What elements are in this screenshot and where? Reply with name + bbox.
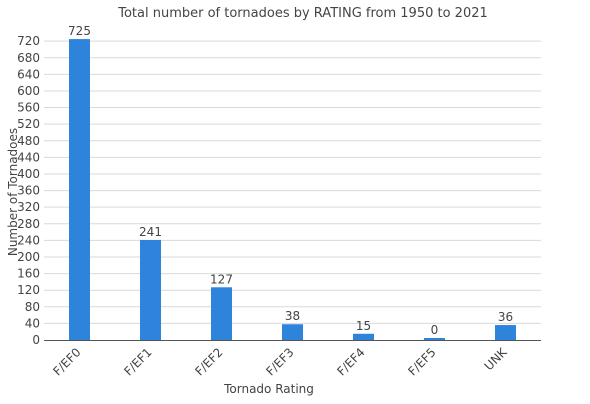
y-tick-label: 160 bbox=[17, 267, 40, 281]
data-label: 36 bbox=[498, 310, 513, 324]
data-labels: 725 241 127 38 15 0 36 bbox=[68, 24, 513, 337]
x-tick-label: F/EF0 bbox=[50, 345, 83, 378]
bar bbox=[424, 338, 445, 340]
bar bbox=[140, 239, 161, 340]
chart-title: Total number of tornadoes by RATING from… bbox=[117, 6, 488, 21]
y-tick-label: 560 bbox=[17, 101, 40, 115]
x-axis-title: Tornado Rating bbox=[223, 382, 314, 396]
data-label: 725 bbox=[68, 24, 91, 38]
y-tick-label: 360 bbox=[17, 184, 40, 198]
y-tick-label: 480 bbox=[17, 134, 40, 148]
gridlines bbox=[44, 40, 541, 324]
y-tick-label: 120 bbox=[17, 283, 40, 297]
x-tick-label: UNK bbox=[482, 344, 511, 373]
y-tick-label: 40 bbox=[25, 316, 40, 330]
y-axis-title: Number of Tornadoes bbox=[6, 128, 20, 256]
data-label: 0 bbox=[431, 323, 439, 337]
y-tick-label: 0 bbox=[32, 333, 40, 347]
data-label: 15 bbox=[356, 319, 371, 333]
x-axis-ticks: F/EF0 F/EF1 F/EF2 F/EF3 F/EF4 F/EF5 UNK bbox=[50, 344, 510, 378]
bar bbox=[353, 333, 374, 340]
data-label: 127 bbox=[210, 272, 233, 286]
bar bbox=[282, 324, 303, 340]
y-tick-label: 600 bbox=[17, 84, 40, 98]
y-tick-label: 520 bbox=[17, 117, 40, 131]
y-tick-label: 240 bbox=[17, 233, 40, 247]
bars bbox=[69, 39, 516, 340]
x-tick-label: F/EF1 bbox=[121, 345, 154, 378]
bar bbox=[495, 325, 516, 340]
bar bbox=[69, 39, 90, 340]
bar bbox=[211, 287, 232, 340]
y-tick-label: 320 bbox=[17, 200, 40, 214]
y-axis-ticks: 0 40 80 120 160 200 240 280 320 360 400 440 480 520 56… bbox=[17, 34, 40, 347]
y-tick-label: 80 bbox=[25, 300, 40, 314]
y-tick-label: 280 bbox=[17, 217, 40, 231]
x-tick-label: F/EF3 bbox=[263, 345, 296, 378]
y-tick-label: 640 bbox=[17, 67, 40, 81]
x-tick-label: F/EF2 bbox=[192, 345, 225, 378]
y-tick-label: 200 bbox=[17, 250, 40, 264]
y-tick-label: 400 bbox=[17, 167, 40, 181]
y-tick-label: 680 bbox=[17, 51, 40, 65]
data-label: 38 bbox=[285, 309, 300, 323]
x-tick-label: F/EF5 bbox=[405, 345, 438, 378]
y-tick-label: 440 bbox=[17, 150, 40, 164]
data-label: 241 bbox=[139, 225, 162, 239]
x-tick-label: F/EF4 bbox=[334, 345, 367, 378]
y-tick-label: 720 bbox=[17, 34, 40, 48]
